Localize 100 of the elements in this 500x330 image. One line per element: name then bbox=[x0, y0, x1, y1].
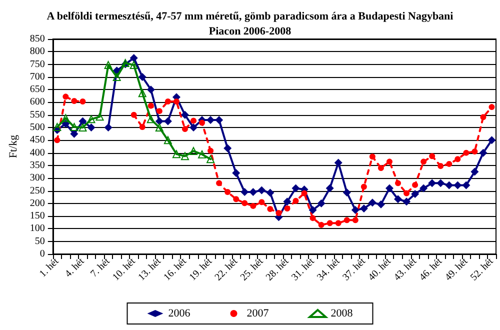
point bbox=[429, 153, 436, 160]
point bbox=[428, 179, 436, 188]
point bbox=[182, 126, 188, 132]
point bbox=[70, 130, 78, 138]
y-tick-label: 300 bbox=[30, 172, 45, 184]
point bbox=[445, 181, 454, 190]
point bbox=[360, 184, 367, 190]
point bbox=[310, 215, 316, 222]
point bbox=[344, 217, 350, 224]
point bbox=[53, 123, 62, 132]
point bbox=[62, 114, 70, 122]
point bbox=[155, 124, 164, 132]
y-tick-label: 750 bbox=[30, 58, 45, 70]
point bbox=[420, 184, 428, 192]
point bbox=[148, 102, 154, 109]
y-tick-label: 850 bbox=[30, 34, 45, 44]
point bbox=[180, 152, 189, 160]
point bbox=[180, 110, 189, 119]
point bbox=[190, 118, 196, 124]
point bbox=[326, 220, 333, 226]
y-tick-label: 400 bbox=[30, 147, 45, 158]
x-tick-label: 52. hét bbox=[468, 256, 496, 284]
y-tick-label: 550 bbox=[30, 109, 45, 120]
point bbox=[360, 204, 368, 212]
point bbox=[156, 108, 162, 114]
point bbox=[233, 196, 240, 202]
y-tick-label: 700 bbox=[30, 71, 45, 82]
point bbox=[292, 198, 299, 204]
point bbox=[385, 184, 394, 192]
point bbox=[479, 148, 488, 157]
point bbox=[267, 206, 274, 212]
point bbox=[164, 117, 172, 126]
point bbox=[284, 205, 290, 212]
legend-label: 2006 bbox=[168, 308, 191, 320]
point bbox=[454, 181, 462, 190]
point bbox=[351, 206, 360, 214]
point bbox=[249, 188, 258, 196]
point bbox=[352, 217, 358, 224]
point bbox=[130, 112, 137, 118]
point bbox=[146, 86, 155, 94]
point bbox=[104, 61, 112, 70]
y-tick-label: 500 bbox=[30, 122, 45, 134]
point bbox=[369, 154, 376, 160]
point bbox=[335, 220, 342, 226]
x-tick-label: 28. hét bbox=[264, 256, 292, 284]
chart-title: A belföldi termesztésű, 47-57 mm méretű, gömb paradicsom ára a Budapesti Nagybani Piacon 2006-2008 bbox=[46, 10, 454, 38]
point bbox=[318, 222, 324, 228]
y-tick-label: 50 bbox=[34, 236, 45, 247]
point bbox=[412, 182, 418, 188]
x-tick-label: 4. hét bbox=[63, 256, 87, 280]
point bbox=[411, 190, 420, 198]
y-tick-label: 350 bbox=[30, 160, 45, 171]
point bbox=[446, 160, 452, 167]
point bbox=[376, 200, 385, 208]
point bbox=[438, 162, 444, 169]
point bbox=[198, 150, 206, 158]
y-tick-label: 250 bbox=[30, 185, 45, 196]
x-tick-label: 25. hét bbox=[238, 256, 266, 284]
point bbox=[164, 136, 172, 144]
point bbox=[54, 137, 60, 144]
point bbox=[87, 124, 96, 132]
y-tick-label: 800 bbox=[30, 46, 45, 58]
point bbox=[368, 198, 376, 207]
point bbox=[172, 150, 180, 158]
point bbox=[240, 188, 249, 196]
point bbox=[488, 136, 496, 144]
x-tick-label: 49. hét bbox=[443, 256, 470, 284]
y-tick-label: 200 bbox=[30, 198, 45, 209]
point bbox=[164, 98, 171, 104]
point bbox=[130, 61, 138, 70]
point bbox=[308, 206, 317, 214]
point bbox=[342, 188, 351, 197]
point bbox=[224, 144, 232, 152]
point bbox=[266, 188, 274, 197]
point bbox=[472, 148, 478, 155]
x-tick-label: 31. hét bbox=[290, 256, 317, 284]
point bbox=[138, 89, 146, 98]
point bbox=[334, 158, 342, 167]
point bbox=[224, 189, 231, 196]
point bbox=[215, 116, 224, 124]
point bbox=[71, 98, 78, 104]
point bbox=[242, 200, 248, 206]
point bbox=[87, 115, 96, 124]
point bbox=[395, 180, 402, 186]
point bbox=[402, 198, 411, 206]
x-tick-label: 46. hét bbox=[418, 256, 445, 284]
point bbox=[317, 199, 326, 208]
point bbox=[463, 150, 470, 156]
point bbox=[420, 158, 427, 165]
x-tick-label: 7. hét bbox=[88, 256, 112, 280]
y-tick-label: 450 bbox=[30, 134, 45, 146]
point bbox=[78, 124, 87, 132]
point bbox=[462, 181, 470, 190]
point bbox=[80, 98, 86, 104]
point bbox=[276, 210, 282, 216]
point bbox=[104, 124, 112, 132]
x-tick-label: 16. hét bbox=[162, 256, 190, 284]
point bbox=[190, 124, 198, 132]
point bbox=[292, 184, 300, 192]
point bbox=[301, 190, 308, 196]
